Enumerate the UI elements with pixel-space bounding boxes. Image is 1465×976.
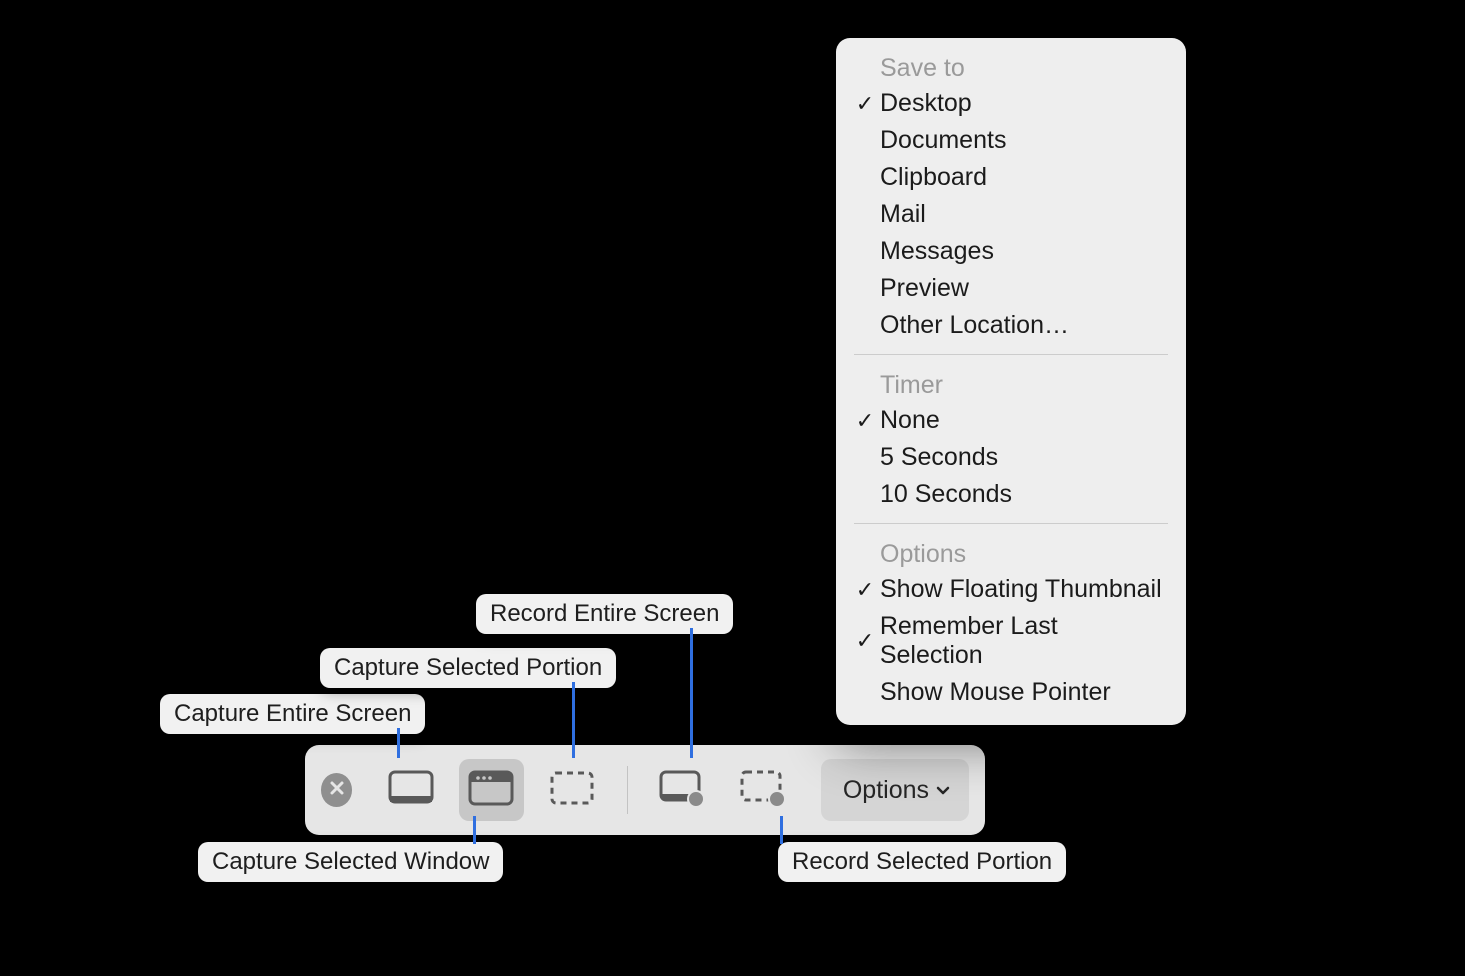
callout-record-entire-screen: Record Entire Screen — [476, 594, 733, 634]
selection-icon — [548, 768, 596, 813]
callout-label: Record Entire Screen — [490, 600, 719, 627]
menu-item-timer-none[interactable]: ✓ None — [836, 402, 1186, 439]
menu-item-label: 10 Seconds — [880, 480, 1012, 509]
chevron-down-icon — [935, 776, 951, 805]
menu-item-label: Documents — [880, 126, 1006, 155]
record-entire-screen-button[interactable] — [649, 759, 714, 821]
menu-item-other-location[interactable]: ✓ Other Location… — [836, 307, 1186, 344]
options-menu: Save to ✓ Desktop ✓ Documents ✓ Clipboar… — [836, 38, 1186, 725]
menu-section-header-timer: Timer — [836, 365, 1186, 402]
menu-item-label: Remember Last Selection — [880, 612, 1166, 670]
menu-item-documents[interactable]: ✓ Documents — [836, 122, 1186, 159]
callout-leader — [572, 682, 575, 758]
callout-leader — [397, 728, 400, 758]
check-icon: ✓ — [850, 91, 880, 117]
menu-item-label: 5 Seconds — [880, 443, 998, 472]
record-selection-icon — [739, 768, 787, 813]
menu-item-label: Clipboard — [880, 163, 987, 192]
menu-section-header-options: Options — [836, 534, 1186, 571]
screenshot-toolbar: Options — [305, 745, 985, 835]
check-icon: ✓ — [850, 628, 880, 654]
menu-item-preview[interactable]: ✓ Preview — [836, 270, 1186, 307]
menu-item-label: Show Mouse Pointer — [880, 678, 1111, 707]
menu-item-label: None — [880, 406, 940, 435]
callout-label: Record Selected Portion — [792, 848, 1052, 875]
menu-item-messages[interactable]: ✓ Messages — [836, 233, 1186, 270]
capture-selected-window-button[interactable] — [459, 759, 524, 821]
callout-record-selected-portion: Record Selected Portion — [778, 842, 1066, 882]
menu-item-show-mouse-pointer[interactable]: ✓ Show Mouse Pointer — [836, 674, 1186, 711]
menu-item-label: Desktop — [880, 89, 972, 118]
callout-label: Capture Selected Portion — [334, 654, 602, 681]
callout-leader — [690, 628, 693, 758]
menu-section-header-save-to: Save to — [836, 48, 1186, 85]
check-icon: ✓ — [850, 577, 880, 603]
menu-item-show-floating-thumbnail[interactable]: ✓ Show Floating Thumbnail — [836, 571, 1186, 608]
capture-selected-portion-button[interactable] — [540, 759, 605, 821]
menu-divider — [854, 523, 1168, 524]
menu-item-label: Messages — [880, 237, 994, 266]
callout-capture-selected-window: Capture Selected Window — [198, 842, 503, 882]
check-icon: ✓ — [850, 408, 880, 434]
callout-capture-entire-screen: Capture Entire Screen — [160, 694, 425, 734]
menu-item-label: Mail — [880, 200, 926, 229]
record-screen-icon — [658, 768, 706, 813]
toolbar-divider — [627, 766, 628, 814]
menu-item-timer-10s[interactable]: ✓ 10 Seconds — [836, 476, 1186, 513]
menu-item-mail[interactable]: ✓ Mail — [836, 196, 1186, 233]
menu-item-desktop[interactable]: ✓ Desktop — [836, 85, 1186, 122]
callout-label: Capture Selected Window — [212, 848, 489, 875]
callout-leader — [780, 816, 783, 844]
capture-entire-screen-button[interactable] — [378, 759, 443, 821]
menu-divider — [854, 354, 1168, 355]
menu-item-timer-5s[interactable]: ✓ 5 Seconds — [836, 439, 1186, 476]
window-icon — [467, 768, 515, 813]
menu-item-label: Preview — [880, 274, 969, 303]
record-selected-portion-button[interactable] — [730, 759, 795, 821]
screen-icon — [387, 768, 435, 813]
close-button[interactable] — [321, 773, 352, 807]
menu-item-label: Show Floating Thumbnail — [880, 575, 1162, 604]
callout-label: Capture Entire Screen — [174, 700, 411, 727]
menu-item-label: Other Location… — [880, 311, 1069, 340]
menu-item-clipboard[interactable]: ✓ Clipboard — [836, 159, 1186, 196]
options-button[interactable]: Options — [821, 759, 969, 821]
callout-leader — [473, 816, 476, 844]
menu-item-remember-last-selection[interactable]: ✓ Remember Last Selection — [836, 608, 1186, 674]
options-label: Options — [843, 776, 929, 805]
close-icon — [329, 780, 345, 801]
